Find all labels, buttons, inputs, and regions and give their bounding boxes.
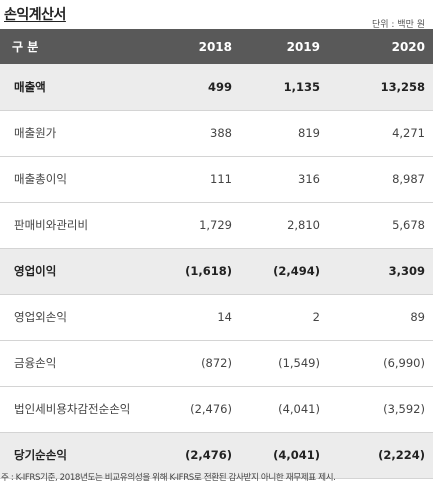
footnote: 주 : K-IFRS기준, 2018년도는 비교유의성을 위해 K-IFRS로 …	[1, 473, 336, 483]
row-value: 1,135	[283, 79, 320, 94]
row-label: 금융손익	[14, 356, 57, 370]
row-value: 3,309	[388, 264, 425, 278]
row-value: 316	[298, 172, 320, 186]
row-value: 1,729	[199, 218, 232, 232]
row-value: (872)	[201, 356, 232, 370]
row-value: (1,618)	[185, 264, 232, 278]
table-row: 법인세비용차감전순손익 (2,476) (4,041) (3,592)	[0, 386, 433, 432]
header-year: 2020	[391, 39, 425, 54]
row-label: 매출액	[14, 79, 46, 94]
row-value: (2,476)	[185, 448, 232, 462]
row-value: 13,258	[380, 79, 425, 94]
table-row: 당기순손익 (2,476) (4,041) (2,224)	[0, 432, 433, 478]
row-label: 매출원가	[14, 126, 57, 140]
table-header-row: 구 분 2018 2019 2020	[0, 29, 433, 64]
row-value: (4,041)	[278, 402, 320, 416]
page-title: 손익계산서	[4, 7, 66, 23]
table-row: 판매비와관리비 1,729 2,810 5,678	[0, 202, 433, 248]
row-value: 388	[210, 126, 232, 140]
row-value: 819	[298, 126, 320, 140]
row-value: 5,678	[392, 218, 425, 232]
row-value: 499	[207, 79, 232, 94]
row-value: 4,271	[392, 126, 425, 140]
row-label: 당기순손익	[14, 448, 67, 462]
table-row: 금융손익 (872) (1,549) (6,990)	[0, 340, 433, 386]
table-row: 영업외손익 14 2 89	[0, 294, 433, 340]
row-label: 영업외손익	[14, 310, 67, 324]
header-year: 2019	[286, 39, 320, 54]
row-value: 8,987	[392, 172, 425, 186]
row-value: (2,476)	[190, 402, 232, 416]
row-value: (6,990)	[383, 356, 425, 370]
header-year: 2018	[198, 39, 232, 54]
row-label: 법인세비용차감전순손익	[14, 402, 131, 416]
table-row: 매출액 499 1,135 13,258	[0, 64, 433, 110]
row-value: (1,549)	[278, 356, 320, 370]
unit-label: 단위 : 백만 원	[371, 20, 425, 30]
header-category: 구 분	[12, 40, 39, 54]
table-row: 영업이익 (1,618) (2,494) 3,309	[0, 248, 433, 294]
row-label: 판매비와관리비	[14, 218, 89, 232]
row-value: (3,592)	[383, 402, 425, 416]
row-value: (2,224)	[378, 448, 425, 462]
row-value: 14	[217, 310, 232, 324]
row-value: 111	[210, 172, 232, 186]
income-statement-table: 구 분 2018 2019 2020 매출액 499 1,135 13,258 매출원가…	[0, 29, 433, 479]
table-row: 매출총이익 111 316 8,987	[0, 156, 433, 202]
row-value: 89	[410, 310, 425, 324]
row-label: 매출총이익	[14, 172, 67, 186]
row-label: 영업이익	[14, 264, 57, 278]
row-value: (4,041)	[273, 448, 320, 462]
row-value: 2	[312, 310, 320, 324]
row-value: (2,494)	[273, 264, 320, 278]
row-value: 2,810	[287, 218, 320, 232]
table-row: 매출원가 388 819 4,271	[0, 110, 433, 156]
